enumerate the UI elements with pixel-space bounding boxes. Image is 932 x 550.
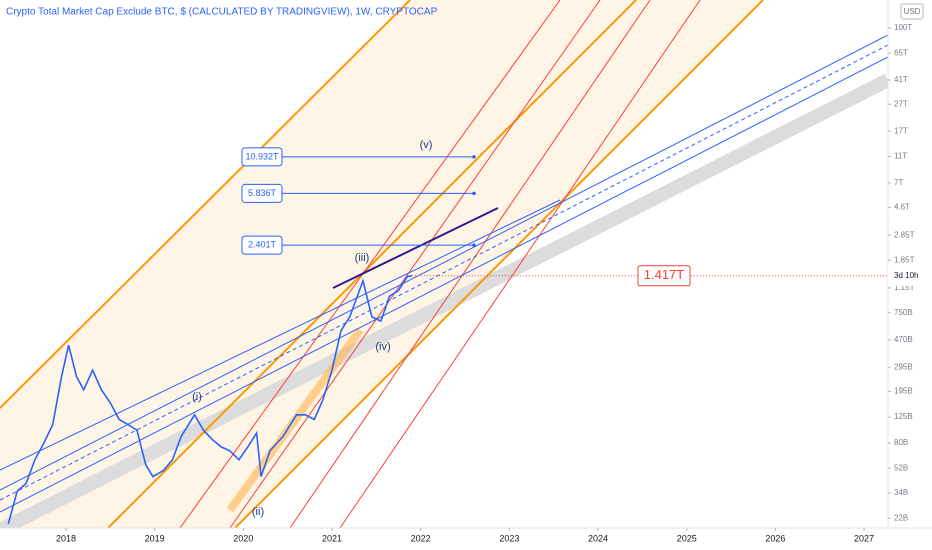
orange-line (234, 0, 764, 528)
wave-label: (iii) (355, 252, 370, 264)
orange-line (107, 0, 637, 528)
price-line (7, 275, 412, 525)
x-tick-label: 2022 (411, 533, 431, 543)
blue-line (0, 34, 888, 491)
target-label: 5.836T (248, 188, 277, 198)
x-tick-label: 2024 (588, 533, 608, 543)
wave-label: (v) (420, 139, 433, 151)
trend-line (332, 207, 499, 289)
x-tick-label: 2020 (233, 533, 253, 543)
x-tick-label: 2023 (499, 533, 519, 543)
x-tick-label: 2018 (56, 533, 76, 543)
price-box (637, 265, 691, 287)
y-tick-label: 52B (894, 463, 908, 472)
target-label: 10.932T (245, 151, 279, 161)
orange-band (226, 327, 364, 513)
y-tick-label: 80B (894, 438, 908, 447)
countdown: 3d 10h (894, 271, 918, 280)
y-tick-label: 750B (894, 308, 913, 317)
price-label: 1.417T (644, 267, 685, 282)
blue-line (0, 44, 888, 501)
currency-box (900, 3, 924, 20)
x-tick-label: 2026 (765, 533, 785, 543)
y-tick-label: 195B (894, 386, 913, 395)
target-box (241, 183, 283, 203)
y-tick-label: 1.85T (894, 255, 915, 264)
y-tick-label: 22B (894, 513, 908, 522)
red-line (339, 0, 701, 528)
x-tick-label: 2019 (145, 533, 165, 543)
blue-line (0, 56, 888, 513)
y-tick-label: 1.15T (894, 283, 915, 292)
red-line (179, 0, 561, 528)
red-line (289, 0, 651, 528)
y-tick-label: 65T (894, 48, 908, 57)
wave-label: (iv) (375, 341, 390, 353)
y-tick-label: 17T (894, 126, 908, 135)
target-box (241, 147, 283, 167)
x-tick-label: 2025 (677, 533, 697, 543)
y-tick-label: 295B (894, 362, 913, 371)
target-end (472, 243, 476, 247)
y-tick-label: 2.85T (894, 230, 915, 239)
currency: USD (904, 7, 921, 16)
target-label: 2.401T (248, 239, 277, 249)
y-tick-label: 41T (894, 75, 908, 84)
y-tick-label: 4.6T (894, 202, 910, 211)
target-end (472, 155, 476, 159)
wave-label: (ii) (252, 506, 264, 518)
y-tick-label: 470B (894, 335, 913, 344)
target-box (241, 235, 283, 255)
chart-title: Crypto Total Market Cap Exclude BTC, $ (… (6, 7, 438, 18)
y-tick-label: 100T (894, 23, 912, 32)
x-tick-label: 2027 (854, 533, 874, 543)
y-tick-label: 7T (894, 178, 903, 187)
red-line (229, 0, 601, 528)
target-end (472, 191, 476, 196)
wave-label: (i) (192, 391, 202, 403)
axis-price-box (888, 265, 932, 286)
y-tick-label: 11T (894, 152, 907, 161)
y-tick-label: 125B (894, 412, 913, 421)
drawings (0, 0, 888, 528)
y-tick-label: 27T (894, 99, 908, 108)
orange-line (0, 0, 411, 409)
x-tick-label: 2021 (322, 533, 342, 543)
y-tick-label: 34B (894, 488, 908, 497)
gray-band (0, 73, 888, 528)
